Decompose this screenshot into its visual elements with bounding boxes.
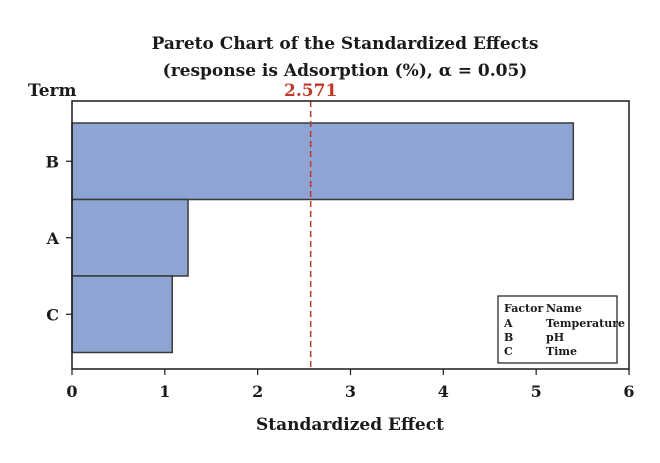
legend-header-name: Name: [546, 302, 582, 315]
x-tick-label: 5: [531, 382, 542, 401]
y-axis-title: Term: [28, 81, 76, 101]
bar-a: [71, 198, 189, 277]
legend-box: [497, 295, 618, 364]
legend-factor: A: [503, 317, 513, 330]
y-tick-label: A: [46, 229, 60, 248]
legend-header-factor: Factor: [504, 302, 543, 315]
legend-factor: C: [504, 345, 513, 358]
bar-b: [71, 122, 575, 201]
y-tick-label: C: [46, 305, 59, 324]
x-tick-label: 0: [66, 382, 77, 401]
factor-legend: Factor Name A Temperature B pH C Time: [497, 295, 625, 364]
legend-factor: B: [504, 331, 513, 344]
x-axis-title: Standardized Effect: [256, 415, 444, 435]
legend-name: Time: [546, 345, 577, 358]
x-tick-label: 2: [252, 382, 263, 401]
x-tick-label: 6: [623, 382, 634, 401]
bar-c: [71, 275, 174, 354]
legend-name: pH: [546, 331, 564, 344]
chart-title: Pareto Chart of the Standardized Effects: [152, 34, 539, 54]
legend-name: Temperature: [546, 317, 625, 330]
x-tick-label: 1: [159, 382, 170, 401]
x-tick-label: 4: [438, 382, 449, 401]
x-tick-label: 3: [345, 382, 356, 401]
reference-line-label: 2.571: [284, 81, 337, 101]
y-tick-label: B: [45, 152, 59, 171]
chart-subtitle: (response is Adsorption (%), α = 0.05): [163, 61, 528, 81]
